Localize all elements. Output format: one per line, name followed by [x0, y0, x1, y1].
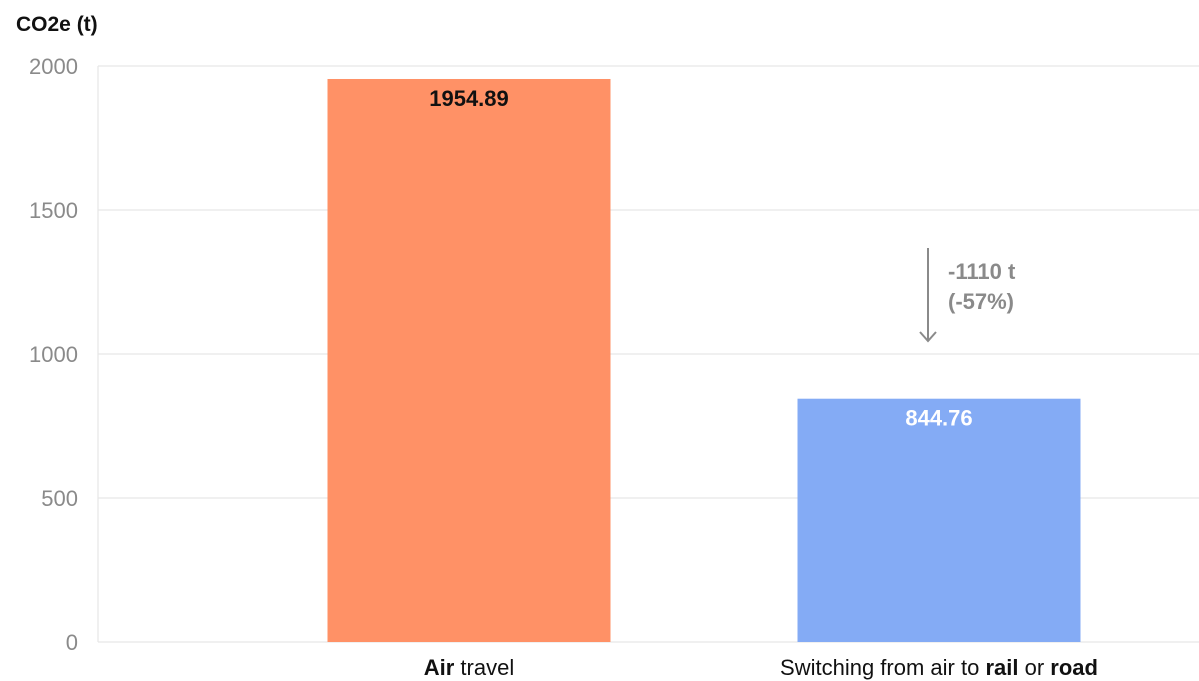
- arrow-head-icon: [919, 331, 937, 343]
- category-label-part: or: [1018, 655, 1050, 680]
- category-label-part: road: [1050, 655, 1098, 680]
- bar-value-labels: 1954.89 844.76: [429, 86, 972, 431]
- annotation-text: (-57%): [948, 289, 1014, 314]
- category-label-part: Air: [424, 655, 455, 680]
- reduction-annotation: -1110 t (-57%): [919, 248, 1016, 343]
- x-category-label: Air travel: [424, 655, 514, 680]
- bars: [327, 78, 1081, 642]
- category-label-part: rail: [985, 655, 1018, 680]
- bar-value-label: 1954.89: [429, 86, 509, 111]
- y-tick-label: 2000: [29, 54, 78, 79]
- y-tick-label: 0: [66, 630, 78, 655]
- annotation-text: -1110 t: [948, 259, 1016, 284]
- y-tick-label: 500: [41, 486, 78, 511]
- bar: [797, 398, 1081, 642]
- y-tick-label: 1500: [29, 198, 78, 223]
- category-label-part: Switching from air to: [780, 655, 985, 680]
- bar-value-label: 844.76: [905, 406, 972, 431]
- x-axis-categories: Air travel Switching from air to rail or …: [424, 655, 1098, 680]
- category-label-part: travel: [454, 655, 514, 680]
- y-axis-label: CO2e (t): [16, 13, 98, 36]
- y-tick-label: 1000: [29, 342, 78, 367]
- bar: [327, 78, 611, 642]
- x-category-label: Switching from air to rail or road: [780, 655, 1098, 680]
- y-axis-ticks: 0 500 1000 1500 2000: [29, 54, 78, 655]
